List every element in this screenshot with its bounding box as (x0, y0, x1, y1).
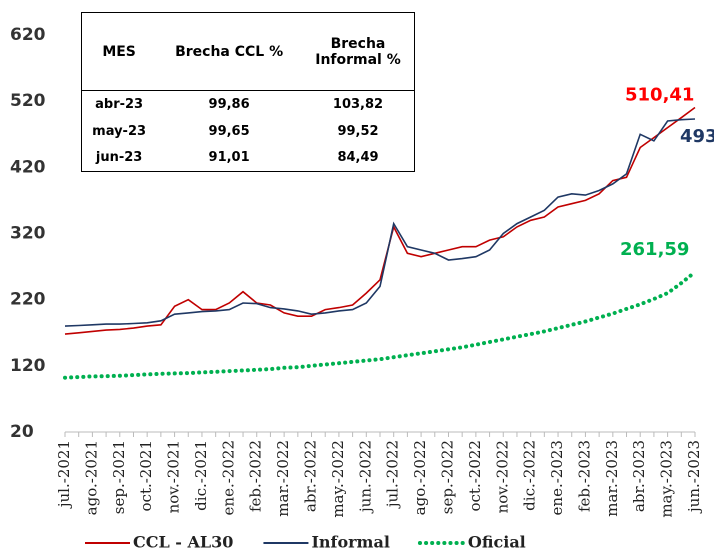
legend-label: CCL - AL30 (133, 533, 233, 551)
x-tick-label: jun.-2022 (356, 440, 374, 514)
y-tick-label: 120 (10, 356, 46, 376)
y-tick-label: 420 (10, 157, 46, 177)
x-tick-label: ene.-2023 (548, 440, 566, 515)
table-cell: 103,82 (332, 97, 384, 113)
table-header: MES (81, 12, 157, 92)
y-tick-label: 20 (10, 422, 34, 442)
x-tick-label: feb.-2022 (247, 440, 265, 512)
table-cell: may-23 (92, 123, 147, 139)
y-tick-label: 620 (10, 25, 46, 45)
y-tick-label: 520 (10, 91, 46, 111)
x-tick-label: ene.-2022 (219, 440, 237, 515)
table-cell: 99,65 (208, 123, 250, 139)
x-tick-label: oct.-2021 (137, 440, 155, 511)
x-tick-label: dic.-2022 (521, 440, 539, 511)
table-cell: 91,01 (208, 150, 250, 166)
annotation: 493 (680, 126, 714, 147)
y-tick-label: 320 (10, 224, 46, 244)
x-tick-label: feb.-2023 (575, 440, 593, 512)
x-tick-label: oct.-2022 (466, 440, 484, 511)
x-tick-label: may.-2022 (329, 440, 347, 518)
x-tick-label: sep.-2021 (110, 440, 128, 514)
x-tick-label: jul.-2022 (384, 440, 402, 509)
line-series (64, 118, 696, 327)
x-tick-label: mar.-2022 (274, 440, 292, 517)
y-tick-label: 220 (10, 290, 46, 310)
x-tick-label: dic.-2021 (192, 440, 210, 511)
line-series (63, 270, 697, 380)
table-cell: 99,52 (337, 123, 379, 139)
annotation: 510,41 (625, 85, 694, 106)
x-tick-label: ago.-2022 (411, 440, 429, 515)
table-header: Brecha Informal % (302, 12, 415, 92)
table-cell: 84,49 (337, 150, 379, 166)
annotation: 261,59 (620, 239, 689, 260)
table-cell: 99,86 (208, 97, 250, 113)
table-header: Brecha CCL % (156, 12, 302, 92)
x-tick-label: jun.-2023 (685, 440, 703, 514)
table-cell: jun-23 (95, 150, 143, 166)
x-tick-label: mar.-2023 (603, 440, 621, 517)
x-tick-label: jul.-2021 (55, 440, 73, 509)
line-series (64, 106, 696, 335)
table: MES Brecha CCL % Brecha Informal % abr-2… (81, 12, 415, 172)
legend-label: Oficial (468, 533, 526, 551)
x-tick-label: nov.-2022 (493, 440, 511, 513)
x-tick-label: ago.-2021 (82, 440, 100, 515)
x-tick-label: abr.-2023 (630, 440, 648, 512)
table-cell: abr-23 (95, 97, 144, 113)
x-tick-label: sep.-2022 (438, 440, 456, 514)
x-tick-label: may.-2023 (658, 440, 676, 518)
x-tick-label: abr.-2022 (302, 440, 320, 512)
legend-label: Informal (311, 533, 389, 551)
x-tick-label: nov.-2021 (165, 440, 183, 513)
